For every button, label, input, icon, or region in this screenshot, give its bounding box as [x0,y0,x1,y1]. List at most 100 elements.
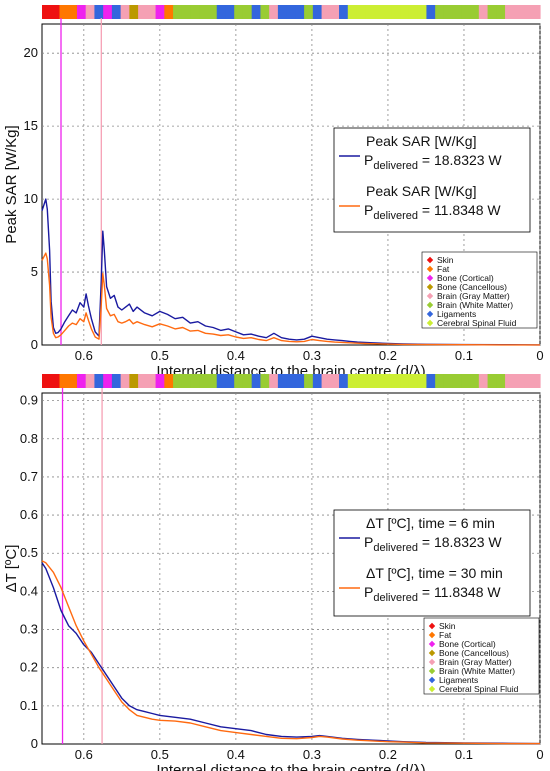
tissue-legend-label: Cerebral Spinal Fluid [439,684,519,694]
tissue-legend-marker [426,283,434,291]
tissue-legend-box [421,251,538,329]
tissue-bar-segment [59,5,69,19]
tissue-bar-segment [269,5,279,19]
tissue-bar-segment [417,374,428,388]
tissue-bar-segment [339,5,349,19]
tissue-bar-segment [94,374,104,388]
tissue-bar-segment [408,5,419,19]
tissue-bar-segment [435,374,445,388]
tissue-bar-segment [103,5,113,19]
legend-entry-power: Pdelivered = 18.8323 W [364,152,502,172]
tissue-bar-segment [435,5,445,19]
x-tick-label: 0.4 [227,747,245,762]
tissue-bar-segment [146,5,157,19]
legend-entry-title: Peak SAR [W/Kg] [366,133,476,149]
legend-entry-title: ΔT [ºC], time = 30 min [366,565,503,581]
tissue-bar-segment [199,374,209,388]
x-tick-label: 0.3 [303,348,321,363]
y-axis-label: ΔT [ºC] [3,545,20,593]
tissue-bar-segment [260,374,270,388]
tissue-legend-label: Skin [439,621,456,631]
tissue-bar-segment [42,5,52,19]
tissue-bar-segment [85,374,96,388]
tissue-legend-label: Ligaments [437,309,476,319]
tissue-bar-segment [120,374,130,388]
series-legend-box [333,127,531,233]
tissue-bar-segment [321,5,331,19]
x-tick-label: 0.5 [151,747,169,762]
legend-entry-title: ΔT [ºC], time = 6 min [366,515,495,531]
tissue-bar-segment [496,5,506,19]
tissue-bar-segment [382,374,393,388]
tissue-bar-segment [347,5,358,19]
tissue-legend-box [423,617,540,695]
tissue-bar-segment [111,374,122,388]
y-tick-label: 0.5 [20,545,38,560]
tissue-bar-segment [216,5,227,19]
tissue-bar-segment [487,374,497,388]
tissue-legend-label: Fat [439,630,452,640]
tissue-bar-segment [426,5,436,19]
x-tick-label: 0.5 [151,348,169,363]
x-tick-label: 0.4 [227,348,245,363]
x-tick-label: 0.1 [455,747,473,762]
tissue-bar-segment [470,374,480,388]
y-tick-label: 0.6 [20,507,38,522]
tissue-legend-label: Bone (Cortical) [437,273,494,283]
tissue-bar-segment [68,374,78,388]
y-tick-label: 10 [24,191,38,206]
tissue-bar-segment [356,5,366,19]
tissue-bar-segment [59,374,69,388]
tissue-bar-segment [304,374,314,388]
tissue-bar-segment [251,374,262,388]
tissue-bar-segment [478,374,489,388]
legend-entry-title: Peak SAR [W/Kg] [366,183,476,199]
x-tick-label: 0.2 [379,747,397,762]
tissue-bar-segment [242,374,253,388]
tissue-bar-segment [391,374,401,388]
tissue-bar-segment [146,374,157,388]
tissue-bar-segment [330,5,340,19]
tissue-legend-label: Ligaments [439,675,478,685]
tissue-bar-segment [269,374,279,388]
tissue-bar-segment [138,5,148,19]
y-tick-label: 5 [31,264,38,279]
tissue-bar-segment [50,5,61,19]
tissue-bar-segment [470,5,480,19]
y-tick-label: 15 [24,118,38,133]
series-legend: Peak SAR [W/Kg] Pdelivered = 18.8323 W Pea… [333,127,531,233]
tissue-bar-segment [513,374,524,388]
tissue-bar-segment [129,374,139,388]
tissue-bar-segment [277,374,288,388]
tissue-legend-marker [428,667,436,675]
tissue-bar-segment [164,5,174,19]
tissue-bar-segment [111,5,122,19]
tissue-bar-segment [190,374,200,388]
tissue-bar-segment [417,5,428,19]
tissue-bar-segment [260,5,270,19]
series-legend-box [333,509,531,617]
tissue-bar-segment [173,374,183,388]
tissue-bar-segment [199,5,209,19]
tissue-legend-marker [428,676,436,684]
tissue-legend-label: Bone (Cancellous) [437,282,507,292]
tissue-bar-segment [312,5,323,19]
y-tick-label: 0.7 [20,469,38,484]
tissue-legend-marker [426,319,434,327]
tissue-bar-segment [531,374,541,388]
tissue-legend-marker [426,274,434,282]
tissue-bar-segment [452,374,462,388]
tissue-legend-label: Skin [437,255,454,265]
tissue-bar-segment [234,5,244,19]
x-axis-label: Internal distance to the brain centre (d… [156,762,425,771]
tissue-bar-segment [216,374,227,388]
x-tick-label: 0.6 [75,348,93,363]
y-tick-label: 0.4 [20,583,38,598]
tissue-legend-marker [428,649,436,657]
tissue-bar [42,5,541,19]
y-tick-label: 0 [31,337,38,352]
tissue-bar-segment [505,374,515,388]
